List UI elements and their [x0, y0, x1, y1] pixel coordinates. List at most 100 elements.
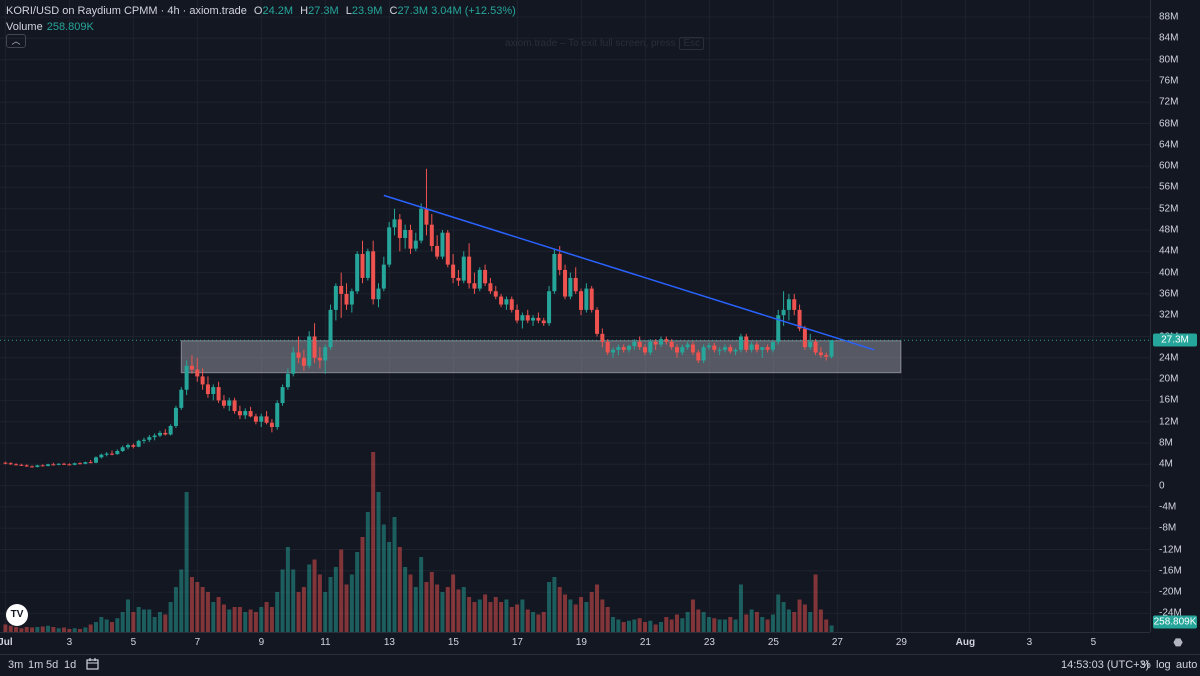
volume-bar: [147, 609, 152, 632]
candle-body: [712, 345, 717, 350]
candle-body: [259, 416, 264, 422]
candle-body: [477, 269, 482, 289]
price-tick-label: 20M: [1159, 373, 1179, 385]
candle-body: [674, 347, 679, 353]
collapse-legend-button[interactable]: ︿: [6, 34, 26, 48]
clock-time[interactable]: 14:53:03 (UTC+3): [1061, 659, 1150, 671]
volume-bar: [56, 628, 61, 632]
candle-body: [435, 245, 440, 257]
candle-body: [781, 309, 786, 316]
chart-area[interactable]: KORI/USD on Raydium CPMM · 4h · axiom.tr…: [0, 0, 1150, 632]
fullscreen-hint: axiom.trade – To exit full screen, press…: [505, 37, 705, 50]
volume-bar: [552, 577, 557, 632]
candle-body: [179, 389, 184, 408]
candle-body: [600, 333, 605, 342]
candle-body: [173, 407, 178, 426]
tradingview-logo-icon[interactable]: TV: [6, 604, 28, 626]
volume-bar: [525, 609, 530, 632]
candle-body: [312, 336, 317, 358]
candle-body: [744, 336, 749, 350]
volume-bar: [317, 574, 322, 632]
time-tick-label: 21: [639, 637, 651, 648]
candlestick-chart[interactable]: [0, 0, 1150, 632]
candle-body: [285, 373, 290, 388]
candle-body: [611, 349, 616, 353]
volume-bar: [200, 587, 205, 632]
candle-body: [3, 462, 8, 464]
volume-bar: [797, 599, 802, 632]
time-tick-label: Aug: [955, 637, 976, 648]
volume-bar: [237, 607, 242, 632]
log-scale-toggle[interactable]: log: [1156, 659, 1171, 671]
volume-bar: [600, 599, 605, 632]
volume-bar: [248, 609, 253, 632]
percent-scale-toggle[interactable]: %: [1141, 659, 1151, 671]
range-5d-button[interactable]: 5d: [46, 659, 59, 671]
chevron-up-icon: ︿: [11, 36, 21, 46]
volume-bar: [829, 625, 834, 632]
volume-legend[interactable]: Volume 258.809K: [6, 21, 94, 33]
candle-body: [296, 352, 301, 358]
candle-body: [770, 341, 775, 350]
symbol-legend[interactable]: KORI/USD on Raydium CPMM · 4h · axiom.tr…: [6, 5, 516, 17]
last-price-badge: 27.3M: [1153, 333, 1197, 347]
volume-bar: [221, 604, 226, 632]
candle-body: [808, 341, 813, 348]
candle-body: [189, 365, 194, 370]
volume-bar: [349, 574, 354, 632]
scroll-to-latest-icon[interactable]: ⬣: [1173, 637, 1183, 649]
ohlc-low-label: L: [345, 5, 352, 17]
candle-body: [78, 463, 83, 465]
volume-bar: [397, 547, 402, 632]
candle-body: [221, 400, 226, 406]
candle-body: [669, 341, 674, 348]
candle-body: [403, 230, 408, 238]
candle-body: [440, 232, 445, 257]
candle-body: [205, 384, 210, 395]
ohlc-close-value: 27.3M: [397, 5, 429, 17]
volume-bar: [579, 597, 584, 632]
volume-bar: [253, 612, 258, 632]
volume-bar: [125, 599, 130, 632]
candle-body: [637, 341, 642, 348]
candle-body: [813, 341, 818, 353]
volume-bar: [563, 594, 568, 632]
candle-body: [371, 251, 376, 300]
volume-bar: [67, 629, 72, 632]
volume-bar: [211, 602, 216, 632]
candle-body: [685, 344, 690, 348]
candle-body: [333, 285, 338, 310]
ohlc-open-value: 24.2M: [262, 5, 294, 17]
range-1d-button[interactable]: 1d: [64, 659, 77, 671]
candle-body: [754, 344, 759, 350]
time-axis[interactable]: Jul 3 5 7 9 11 13 15 17 19 21 23 25 27 29 Aug 3 5: [0, 632, 1150, 655]
candle-body: [349, 291, 354, 305]
volume-bar: [637, 618, 642, 632]
price-axis[interactable]: 88M 84M 80M 76M 72M 68M 64M 60M 56M 52M 48M 44M 40M 3…: [1150, 0, 1200, 632]
volume-bar: [8, 625, 13, 632]
volume-bar: [344, 584, 349, 632]
candle-body: [200, 376, 205, 385]
volume-bar: [802, 604, 807, 632]
candle-body: [253, 416, 258, 422]
date-range-icon[interactable]: [86, 658, 100, 670]
price-tick-label: -12M: [1159, 544, 1182, 555]
candle-body: [589, 288, 594, 310]
time-tick-label: 9: [258, 637, 265, 648]
volume-bar: [104, 619, 109, 632]
range-1m-button[interactable]: 1m: [28, 659, 44, 671]
volume-bar: [621, 622, 626, 632]
volume-bar: [46, 625, 51, 632]
volume-bar: [509, 607, 514, 632]
volume-bar: [541, 612, 546, 632]
auto-scale-toggle[interactable]: auto: [1176, 659, 1198, 671]
candle-body: [525, 315, 530, 321]
candle-body: [429, 224, 434, 246]
candle-body: [749, 344, 754, 350]
volume-bar: [472, 602, 477, 632]
volume-bar: [733, 619, 738, 632]
price-tick-label: 16M: [1159, 394, 1179, 406]
volume-bar: [557, 587, 562, 632]
candle-body: [451, 264, 456, 278]
range-3m-button[interactable]: 3m: [8, 659, 24, 671]
